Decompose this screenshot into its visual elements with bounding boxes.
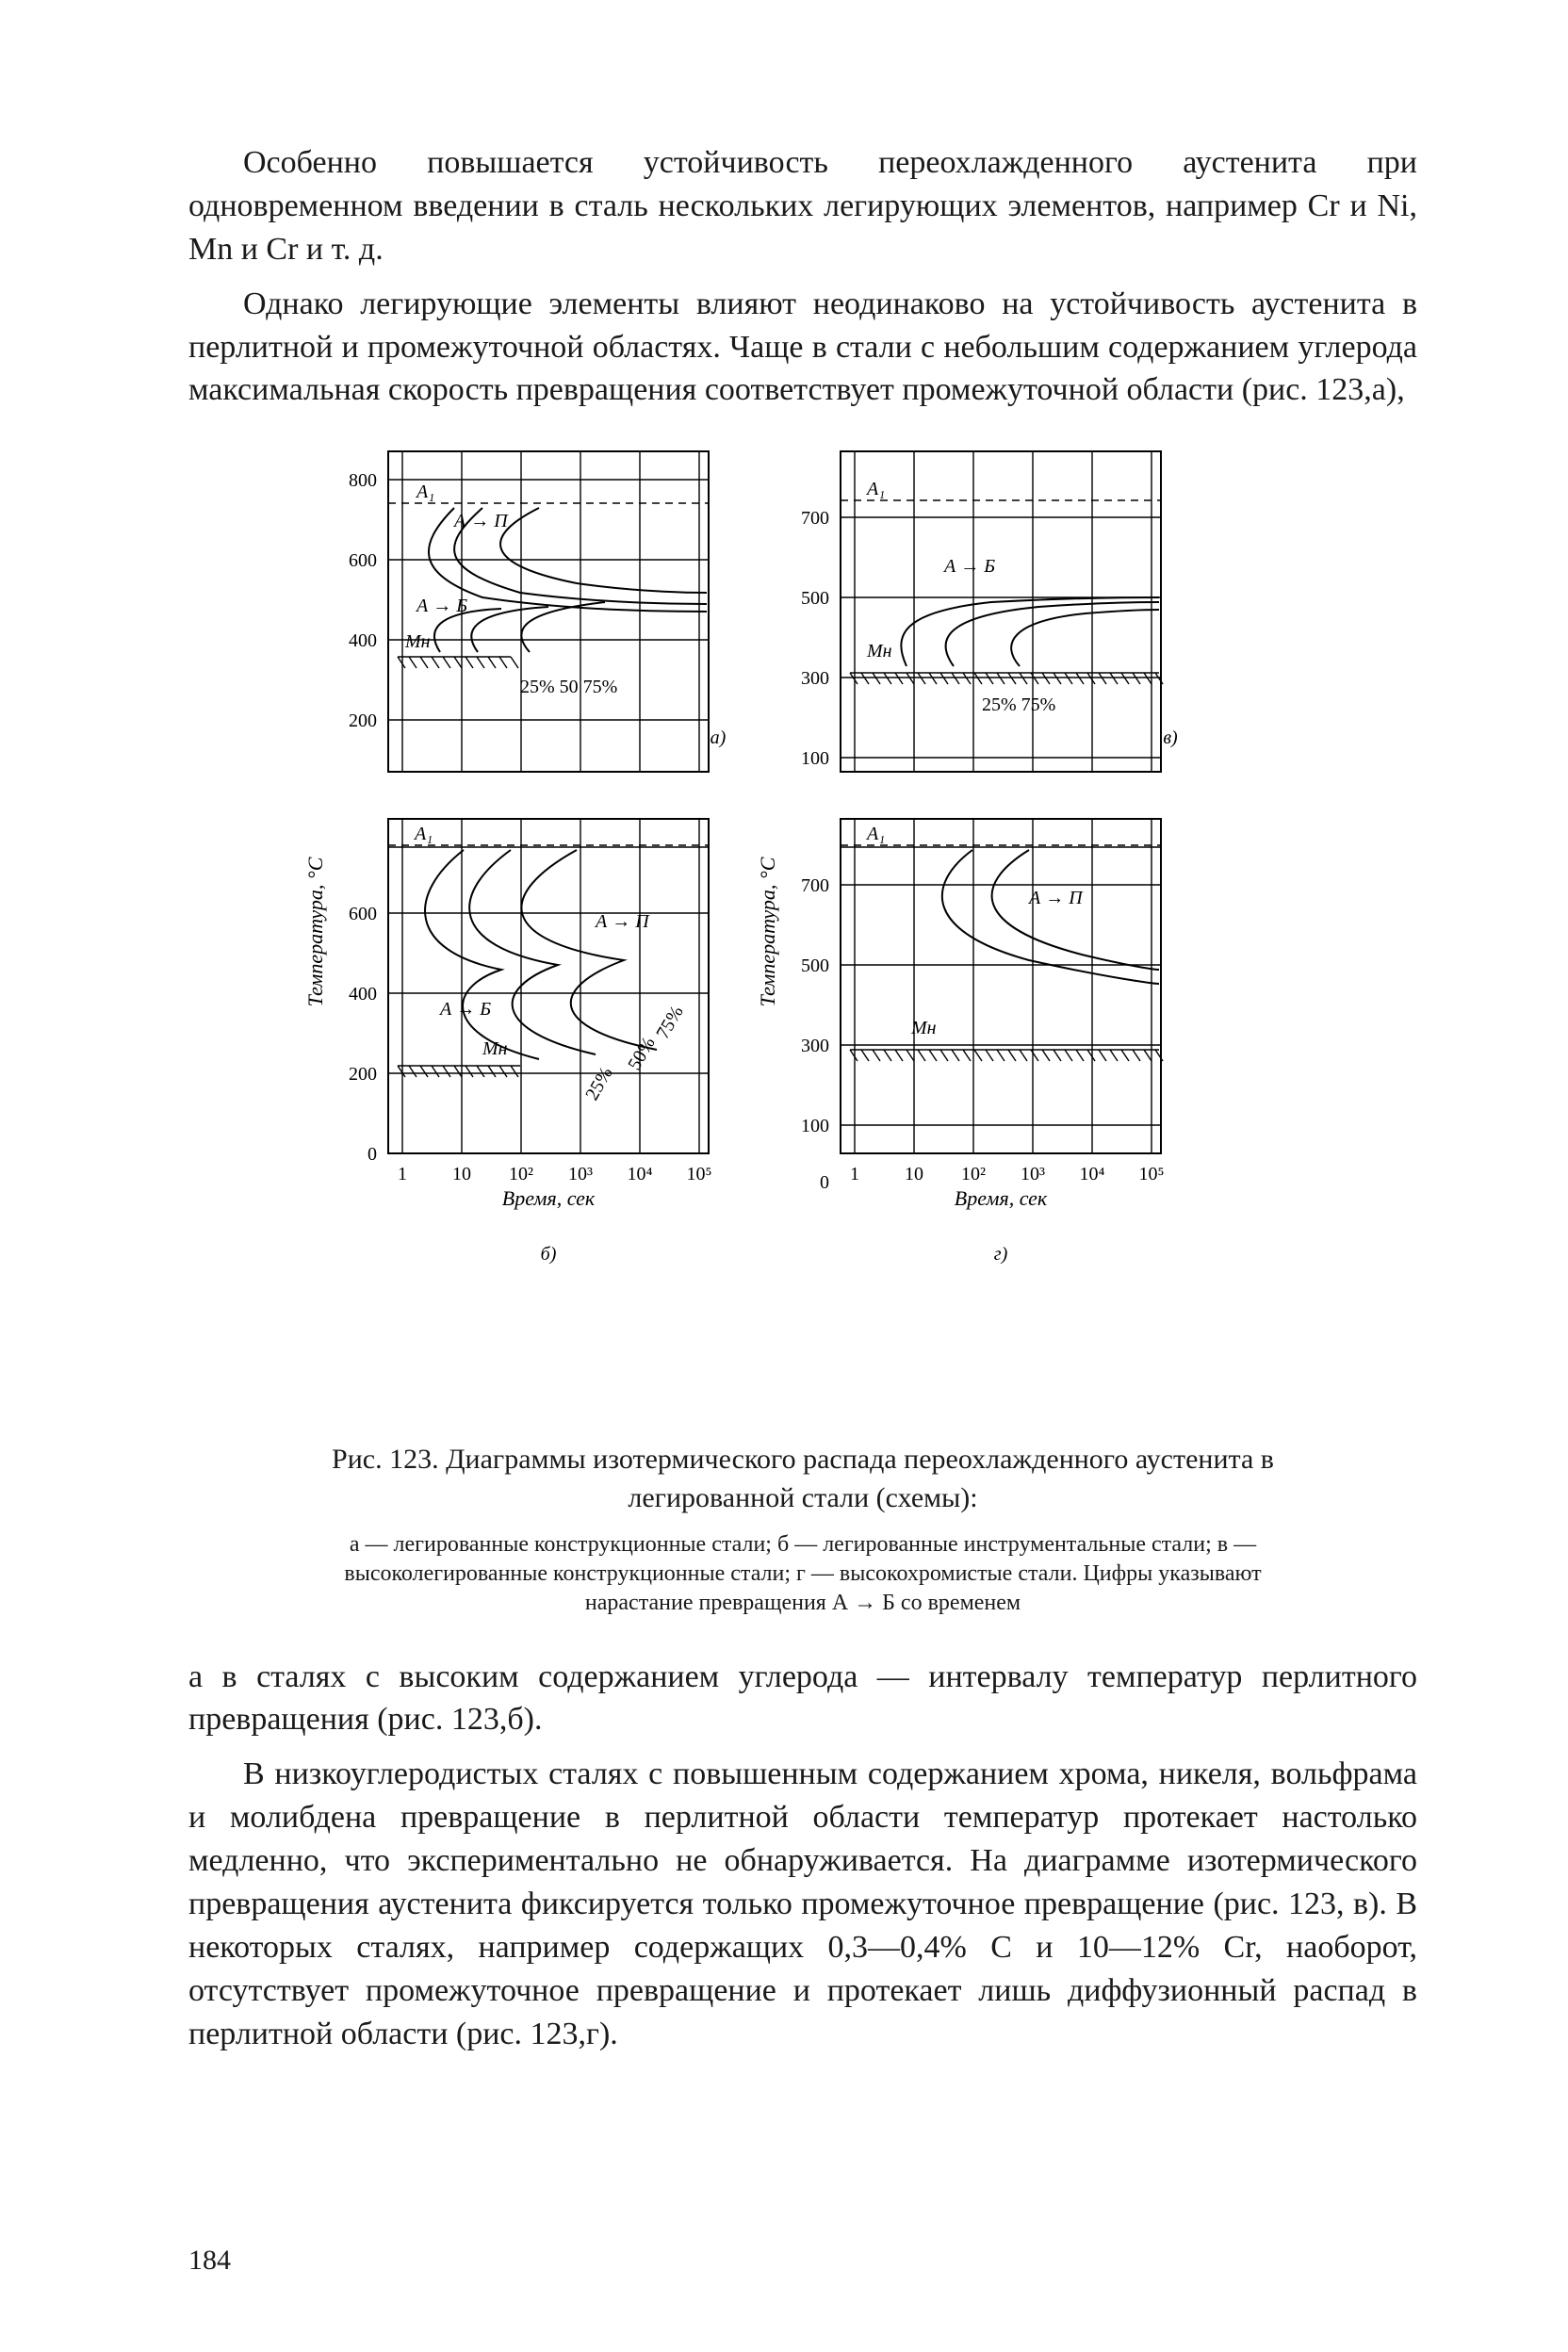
svg-text:Mн: Mн: [910, 1018, 937, 1038]
svg-text:А → П: А → П: [1027, 888, 1084, 908]
svg-text:25% 50 75%: 25% 50 75%: [520, 677, 617, 697]
svg-text:10²: 10²: [509, 1164, 533, 1184]
figure-123: Температура, °C Температура, °C 800 600 400 2…: [285, 423, 1321, 1413]
svg-text:10⁴: 10⁴: [628, 1164, 653, 1184]
figure-caption-main: Рис. 123. Диаграммы изотермического расп…: [303, 1441, 1302, 1517]
svg-text:400: 400: [349, 630, 377, 651]
svg-text:0: 0: [820, 1172, 829, 1193]
svg-text:10: 10: [452, 1164, 471, 1184]
svg-text:10: 10: [905, 1164, 923, 1184]
svg-text:700: 700: [801, 508, 829, 529]
svg-text:А → Б: А → Б: [942, 556, 995, 577]
svg-text:600: 600: [349, 550, 377, 571]
svg-text:300: 300: [801, 668, 829, 689]
svg-text:Время, сек: Время, сек: [502, 1186, 596, 1210]
svg-text:0: 0: [368, 1144, 377, 1165]
svg-text:Температура, °C: Температура, °C: [756, 858, 779, 1007]
svg-text:800: 800: [349, 470, 377, 491]
svg-text:Mн: Mн: [866, 641, 892, 662]
paragraph-2: Однако легирующие элементы влияют неодин…: [188, 283, 1417, 413]
svg-text:г): г): [994, 1244, 1008, 1265]
svg-text:50%: 50%: [624, 1034, 659, 1074]
svg-text:10²: 10²: [961, 1164, 986, 1184]
svg-text:А → П: А → П: [452, 511, 509, 531]
paragraph-1: Особенно повышается устойчивость переохл…: [188, 141, 1417, 271]
svg-text:1: 1: [398, 1164, 407, 1184]
svg-text:500: 500: [801, 956, 829, 976]
svg-text:25%: 25%: [581, 1064, 616, 1104]
svg-text:Mн: Mн: [482, 1038, 508, 1059]
svg-text:A₁: A₁: [865, 824, 885, 844]
svg-text:Температура, °C: Температура, °C: [303, 858, 327, 1007]
paragraph-3: а в сталях с высоким содержанием углерод…: [188, 1656, 1417, 1742]
svg-text:200: 200: [349, 1064, 377, 1085]
svg-text:10³: 10³: [568, 1164, 593, 1184]
svg-text:10³: 10³: [1021, 1164, 1045, 1184]
svg-text:A₁: A₁: [865, 479, 885, 499]
svg-text:А → П: А → П: [594, 911, 650, 932]
svg-text:600: 600: [349, 904, 377, 924]
svg-text:500: 500: [801, 588, 829, 609]
figure-caption-sub: а — легированные конструкционные стали; …: [303, 1530, 1302, 1617]
svg-text:100: 100: [801, 748, 829, 769]
svg-text:10⁵: 10⁵: [1139, 1164, 1165, 1184]
svg-text:1: 1: [850, 1164, 859, 1184]
svg-text:Mн: Mн: [404, 631, 431, 652]
svg-text:в): в): [1163, 727, 1178, 748]
page: Особенно повышается устойчивость переохл…: [0, 0, 1568, 2352]
svg-text:А → Б: А → Б: [415, 596, 467, 616]
paragraph-4: В низкоуглеродистых сталях с повышенным …: [188, 1753, 1417, 2055]
svg-text:Время, сек: Время, сек: [955, 1186, 1048, 1210]
svg-text:A₁: A₁: [415, 482, 434, 502]
svg-text:700: 700: [801, 875, 829, 896]
page-number: 184: [188, 2245, 231, 2277]
svg-text:75%: 75%: [652, 1003, 687, 1043]
svg-text:300: 300: [801, 1036, 829, 1056]
svg-text:400: 400: [349, 984, 377, 1004]
svg-text:200: 200: [349, 710, 377, 731]
svg-text:10⁵: 10⁵: [687, 1164, 712, 1184]
svg-text:а): а): [710, 727, 727, 748]
svg-text:25% 75%: 25% 75%: [982, 694, 1055, 715]
svg-text:10⁴: 10⁴: [1080, 1164, 1105, 1184]
svg-text:б): б): [541, 1244, 557, 1265]
svg-text:100: 100: [801, 1116, 829, 1136]
svg-text:A₁: A₁: [413, 824, 433, 844]
